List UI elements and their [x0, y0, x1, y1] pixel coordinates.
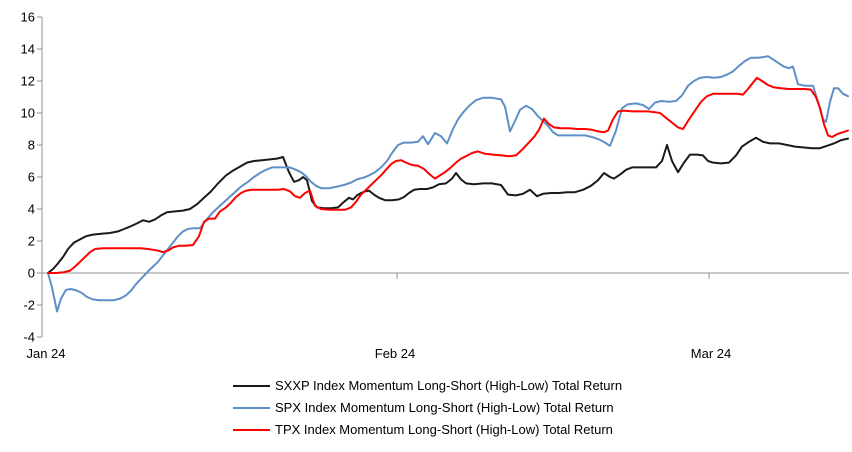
y-tick-label: 0	[28, 266, 35, 281]
y-tick-label: 16	[21, 10, 35, 25]
tpx-line-swatch	[233, 429, 270, 431]
legend-item-spx: SPX Index Momentum Long-Short (High-Low)…	[233, 400, 622, 416]
y-tick-label: 6	[28, 170, 35, 185]
y-tick-label: -2	[23, 298, 35, 313]
legend-label-sxxp: SXXP Index Momentum Long-Short (High-Low…	[275, 378, 623, 393]
series-line-2	[47, 76, 849, 274]
series-line-1	[47, 55, 849, 313]
legend-label-tpx: TPX Index Momentum Long-Short (High-Low)…	[275, 422, 613, 437]
series-line-0	[47, 136, 849, 274]
x-tick-label: Jan 24	[26, 346, 65, 361]
y-tick-label: 14	[21, 42, 35, 57]
spx-line-swatch	[233, 407, 270, 409]
x-tick-label: Feb 24	[375, 346, 415, 361]
y-tick-label: 4	[28, 202, 35, 217]
legend-label-spx: SPX Index Momentum Long-Short (High-Low)…	[275, 400, 614, 415]
y-tick-label: 2	[28, 234, 35, 249]
legend-item-tpx: TPX Index Momentum Long-Short (High-Low)…	[233, 422, 622, 438]
y-tick-label: 12	[21, 74, 35, 89]
x-tick-label: Mar 24	[691, 346, 731, 361]
legend-item-sxxp: SXXP Index Momentum Long-Short (High-Low…	[233, 378, 622, 394]
sxxp-line-swatch	[233, 385, 270, 387]
y-tick-label: 10	[21, 106, 35, 121]
y-tick-label: 8	[28, 138, 35, 153]
y-tick-label: -4	[23, 330, 35, 345]
chart-legend: SXXP Index Momentum Long-Short (High-Low…	[233, 378, 622, 438]
